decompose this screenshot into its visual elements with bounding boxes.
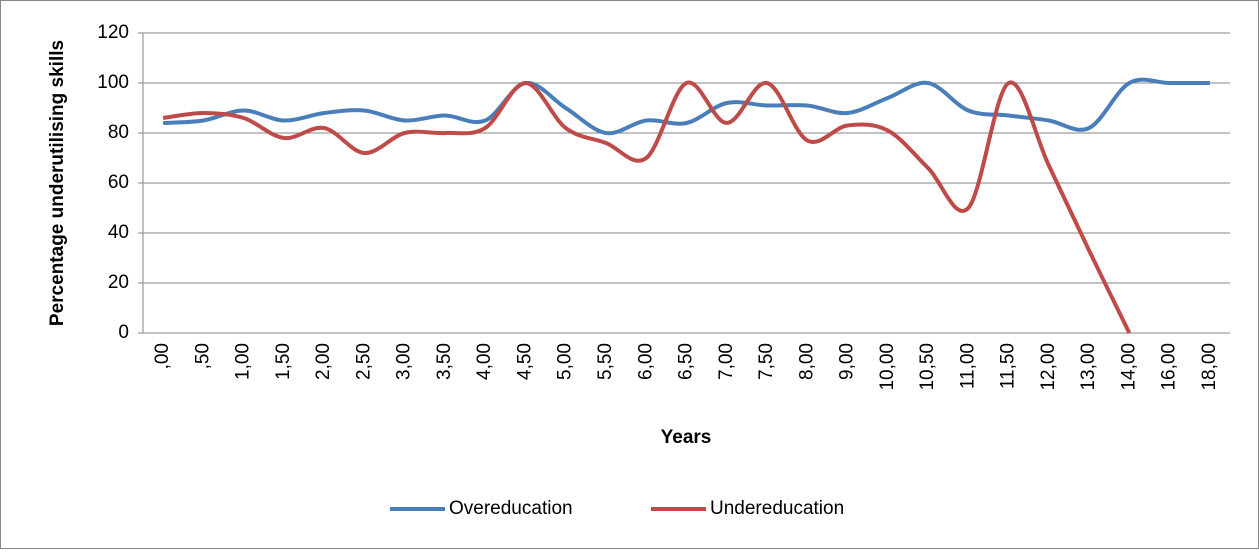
x-tick-label: 8,00 [796,343,817,380]
series-line [162,80,1132,334]
x-tick-label: 5,00 [555,343,576,380]
x-tick-label: 2,50 [353,343,374,380]
x-tick-label: 11,00 [957,343,978,389]
x-tick-label: 7,00 [716,343,737,380]
y-tick-label: 20 [108,272,129,293]
x-tick-label: 2,00 [313,343,334,380]
x-tick-label: 11,50 [998,343,1019,389]
x-tick-label: 12,00 [1038,343,1059,391]
y-axis-label: Percentage underutilising skills [47,40,68,326]
x-tick-label: ,50 [192,343,213,369]
x-tick-label: 18,00 [1199,343,1220,391]
legend: Overeducation Undereducation [390,498,844,519]
x-tick-label: 3,50 [434,343,455,380]
x-tick-label: 4,00 [474,343,495,380]
x-tick-label: 6,00 [635,343,656,380]
y-tick-label: 0 [118,322,129,343]
series-line [163,77,1210,136]
x-tick-label: 6,50 [676,343,697,380]
x-tick-label: 13,00 [1078,343,1099,391]
x-tick-label: 5,50 [595,343,616,380]
y-tick-label: 80 [108,122,129,143]
x-tick-label: 14,00 [1118,343,1139,391]
x-tick-label: 4,50 [514,343,535,380]
x-tick-label: 16,00 [1159,343,1180,391]
y-tick-label: 100 [97,72,129,93]
y-tick-label: 120 [97,22,129,43]
x-tick-label: 9,00 [837,343,858,380]
x-tick-label: 3,00 [394,343,415,380]
x-tick-label: ,00 [152,343,173,369]
legend-label: Overeducation [449,498,573,519]
x-tick-label: 1,50 [273,343,294,380]
legend-label: Undereducation [710,498,844,519]
y-tick-label: 60 [108,172,129,193]
x-tick-label: 10,00 [877,343,898,391]
x-tick-label: 7,50 [756,343,777,380]
x-tick-label: 10,50 [917,343,938,391]
x-axis-label: Years [661,427,712,448]
x-tick-label: 1,00 [233,343,254,380]
y-tick-label: 40 [108,222,129,243]
